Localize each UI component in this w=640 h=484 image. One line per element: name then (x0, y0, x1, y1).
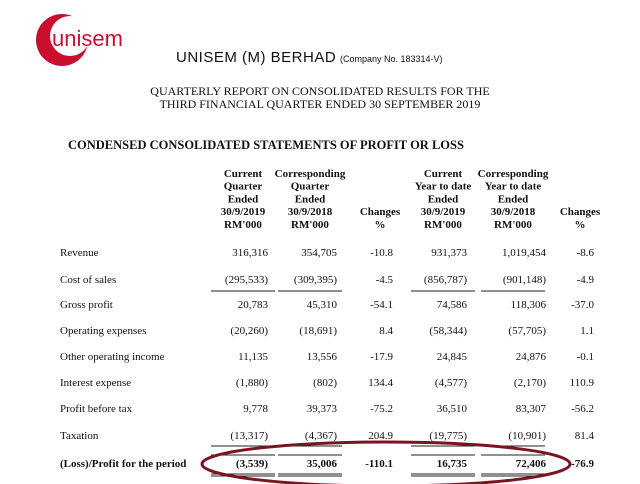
cell-value: -75.2 (370, 403, 393, 415)
logo-text: unisem (52, 26, 123, 51)
cell-value: (802) (313, 377, 337, 389)
cell-value: -8.6 (577, 247, 595, 259)
row-label: Profit before tax (60, 403, 133, 415)
column-header: Ended (498, 193, 529, 205)
cell-value: (19,775) (429, 430, 467, 442)
cell-value: 83,307 (516, 403, 547, 415)
cell-value: 36,510 (437, 403, 468, 415)
cell-value: (3,539) (236, 458, 268, 470)
cell-value: (58,344) (429, 325, 467, 337)
column-header: Ended (295, 193, 326, 205)
cell-value: 24,876 (516, 351, 547, 363)
column-header: RM'000 (424, 219, 462, 231)
cell-value: (57,705) (508, 325, 546, 337)
cell-value: 13,556 (307, 351, 338, 363)
cell-value: 1,019,454 (502, 247, 547, 259)
cell-value: (4,577) (435, 377, 467, 389)
column-header: Current (224, 168, 263, 180)
cell-value: 35,006 (307, 458, 338, 470)
column-header: % (375, 219, 386, 231)
cell-value: (13,317) (230, 430, 268, 442)
cell-value: 9,778 (243, 403, 268, 415)
row-label: Operating expenses (60, 325, 146, 337)
report-title: QUARTERLY REPORT ON CONSOLIDATED RESULTS… (150, 84, 489, 98)
cell-value: 45,310 (307, 299, 338, 311)
column-header: Changes (560, 206, 601, 218)
cell-value: 16,735 (437, 458, 468, 470)
cell-value: 81.4 (575, 430, 595, 442)
column-header: Ended (228, 193, 259, 205)
cell-value: 1.1 (580, 325, 594, 337)
column-header: RM'000 (291, 219, 329, 231)
cell-value: 8.4 (379, 325, 393, 337)
cell-value: 110.9 (570, 377, 595, 389)
cell-value: 74,586 (437, 299, 468, 311)
column-header: % (575, 219, 586, 231)
cell-value: (20,260) (230, 325, 268, 337)
row-label: Interest expense (60, 377, 131, 389)
cell-value: -0.1 (577, 351, 594, 363)
cell-value: (309,395) (294, 274, 337, 286)
cell-value: 204.9 (368, 430, 393, 442)
cell-value: -110.1 (365, 458, 393, 470)
row-label: Other operating income (60, 351, 165, 363)
cell-value: (2,170) (514, 377, 546, 389)
statement-table: CurrentQuarterEnded30/9/2019RM'000Corres… (60, 168, 601, 477)
column-header: 30/9/2019 (221, 206, 266, 218)
cell-value: (10,901) (508, 430, 546, 442)
row-label: Gross profit (60, 299, 113, 311)
column-header: 30/9/2019 (421, 206, 466, 218)
column-header: Corresponding (275, 168, 346, 180)
cell-value: -37.0 (571, 299, 594, 311)
cell-value: (18,691) (299, 325, 337, 337)
cell-value: -17.9 (370, 351, 393, 363)
cell-value: -56.2 (571, 403, 594, 415)
company-name: UNISEM (M) BERHAD (176, 49, 336, 66)
row-label: (Loss)/Profit for the period (60, 458, 186, 470)
column-header: Corresponding (478, 168, 549, 180)
column-header: Ended (428, 193, 459, 205)
column-header: RM'000 (494, 219, 532, 231)
column-header: Changes (360, 206, 401, 218)
company-no: (Company No. 183314-V) (340, 54, 443, 64)
section-title: CONDENSED CONSOLIDATED STATEMENTS OF PRO… (68, 138, 464, 152)
cell-value: 931,373 (431, 247, 467, 259)
row-label: Revenue (60, 247, 99, 259)
cell-value: (1,880) (236, 377, 268, 389)
column-header: RM'000 (224, 219, 262, 231)
cell-value: 20,783 (238, 299, 269, 311)
column-header: Quarter (291, 181, 330, 193)
cell-value: -54.1 (370, 299, 393, 311)
highlight-ellipse (200, 440, 572, 484)
cell-value: 354,705 (301, 247, 337, 259)
cell-value: 39,373 (307, 403, 338, 415)
column-header: Quarter (224, 181, 263, 193)
cell-value: (856,787) (424, 274, 467, 286)
cell-value: (901,148) (503, 274, 546, 286)
cell-value: 134.4 (368, 377, 393, 389)
cell-value: -76.9 (571, 458, 594, 470)
cell-value: 118,306 (511, 299, 547, 311)
column-header: Current (424, 168, 463, 180)
row-label: Cost of sales (60, 274, 116, 286)
logo: unisem (36, 14, 123, 66)
cell-value: (295,533) (225, 274, 268, 286)
column-header: 30/9/2018 (491, 206, 536, 218)
cell-value: (4,367) (305, 430, 337, 442)
cell-value: 316,316 (232, 247, 268, 259)
row-label: Taxation (60, 430, 99, 442)
column-header: 30/9/2018 (288, 206, 333, 218)
cell-value: -10.8 (370, 247, 393, 259)
cell-value: 72,406 (516, 458, 547, 470)
logo-mark-inner (50, 16, 90, 56)
cell-value: -4.5 (376, 274, 394, 286)
column-header: Year to date (485, 181, 542, 193)
cell-value: 24,845 (437, 351, 468, 363)
report-title: THIRD FINANCIAL QUARTER ENDED 30 SEPTEMB… (160, 97, 481, 111)
cell-value: 11,135 (238, 351, 268, 363)
column-header: Year to date (415, 181, 472, 193)
cell-value: -4.9 (577, 274, 595, 286)
